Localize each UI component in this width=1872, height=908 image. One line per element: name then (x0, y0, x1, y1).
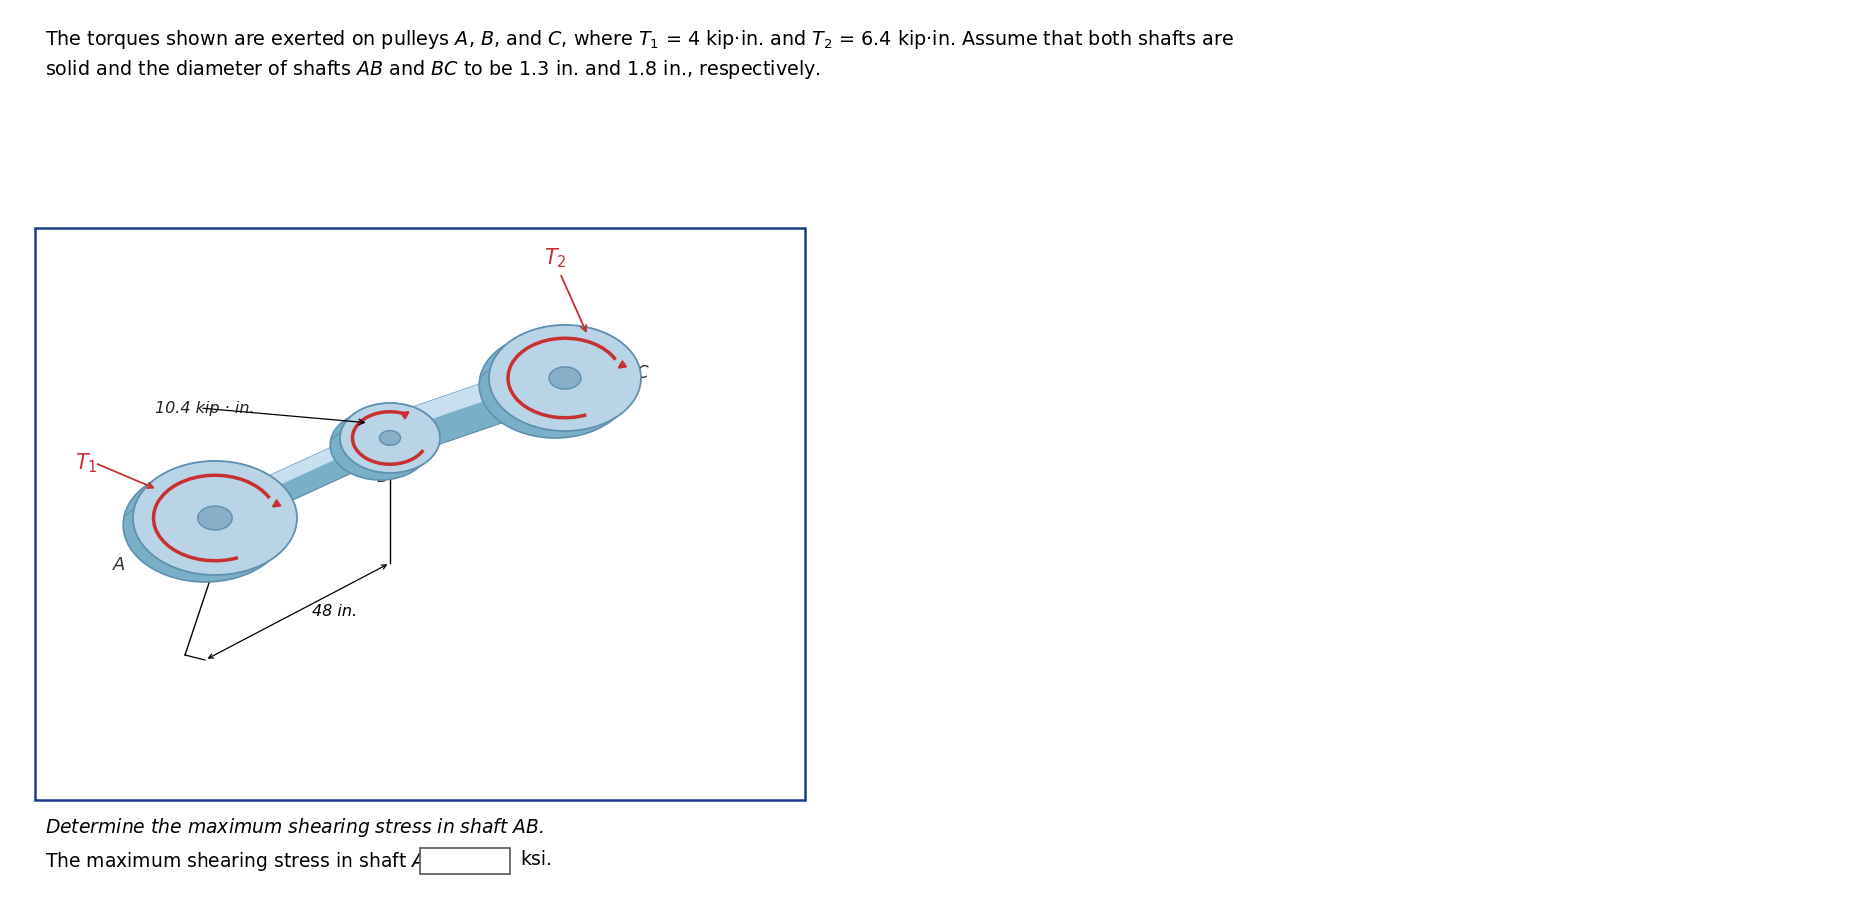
Ellipse shape (548, 367, 580, 390)
Ellipse shape (133, 461, 298, 575)
Ellipse shape (479, 332, 631, 438)
Text: $T_1$: $T_1$ (75, 451, 97, 475)
Text: 48 in.: 48 in. (313, 604, 358, 619)
Ellipse shape (198, 506, 232, 530)
Ellipse shape (341, 403, 440, 473)
Polygon shape (384, 357, 563, 434)
Polygon shape (208, 423, 389, 515)
Polygon shape (124, 461, 296, 516)
Ellipse shape (329, 410, 431, 480)
Ellipse shape (489, 325, 640, 431)
Text: ksi.: ksi. (520, 850, 552, 869)
Ellipse shape (380, 430, 401, 445)
Polygon shape (479, 325, 640, 377)
Text: A: A (112, 556, 125, 574)
Text: $T_2$: $T_2$ (543, 246, 567, 270)
Text: Determine the maximum shearing stress in shaft $AB$.: Determine the maximum shearing stress in… (45, 816, 545, 839)
Polygon shape (384, 357, 573, 459)
Text: 10.4 kip · in.: 10.4 kip · in. (155, 400, 255, 416)
Polygon shape (331, 403, 440, 439)
Text: 72 in.: 72 in. (490, 400, 535, 416)
Bar (419, 848, 509, 874)
Text: solid and the diameter of shafts $AB$ and $BC$ to be 1.3 in. and 1.8 in., respec: solid and the diameter of shafts $AB$ an… (45, 58, 822, 81)
Ellipse shape (124, 468, 286, 582)
Text: B: B (376, 468, 388, 486)
Text: The maximum shearing stress in shaft $AB$ is: The maximum shearing stress in shaft $AB… (45, 850, 459, 873)
Text: C: C (636, 364, 648, 382)
Polygon shape (208, 423, 397, 533)
Text: The torques shown are exerted on pulleys $A$, $B$, and $C$, where $T_1$ = 4 kip·: The torques shown are exerted on pulleys… (45, 28, 1234, 51)
